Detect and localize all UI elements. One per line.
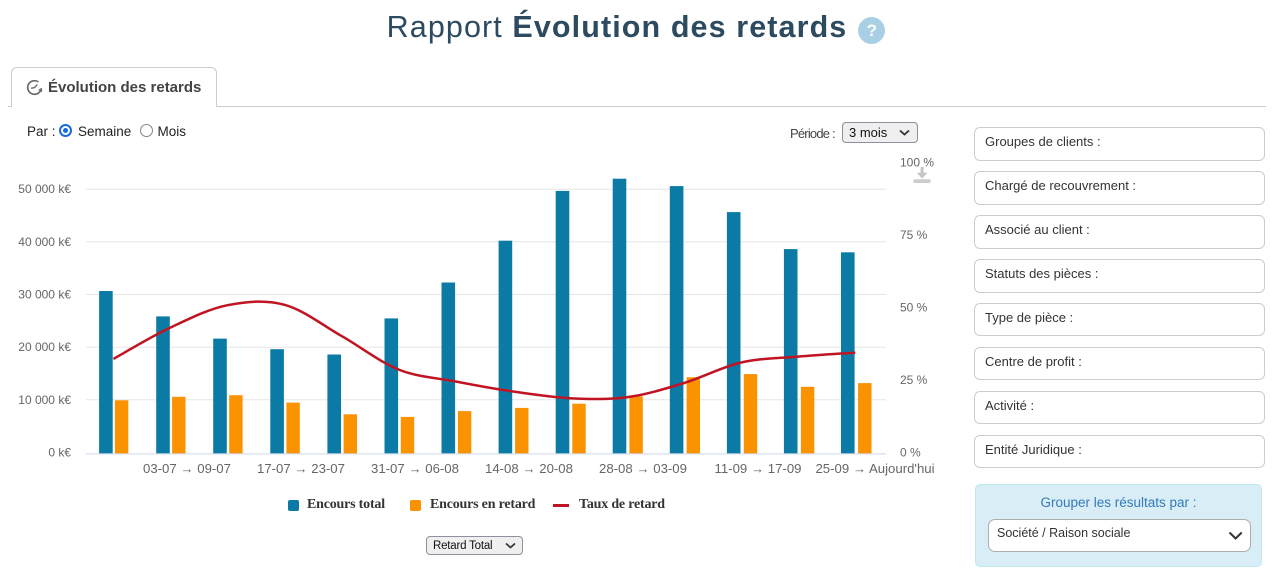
svg-text:30 000 k€: 30 000 k€ [18,288,71,302]
svg-text:17-07 → 23-07: 17-07 → 23-07 [257,461,345,476]
svg-text:40 000 k€: 40 000 k€ [18,235,71,249]
svg-text:20 000 k€: 20 000 k€ [18,340,71,354]
svg-text:25-09 → Aujourd'hui: 25-09 → Aujourd'hui [815,461,934,476]
svg-text:50 %: 50 % [900,301,928,315]
svg-text:0 %: 0 % [900,446,921,460]
svg-text:75 %: 75 % [900,228,928,242]
svg-text:0 k€: 0 k€ [48,446,71,460]
svg-text:25 %: 25 % [900,373,928,387]
svg-text:11-09 → 17-09: 11-09 → 17-09 [715,461,802,476]
svg-text:100 %: 100 % [900,156,934,170]
svg-text:03-07 → 09-07: 03-07 → 09-07 [143,461,231,476]
svg-text:31-07 → 06-08: 31-07 → 06-08 [371,461,459,476]
svg-text:28-08 → 03-09: 28-08 → 03-09 [599,461,687,476]
svg-text:50 000 k€: 50 000 k€ [18,182,71,196]
svg-text:14-08 → 20-08: 14-08 → 20-08 [485,461,573,476]
svg-text:10 000 k€: 10 000 k€ [18,393,71,407]
